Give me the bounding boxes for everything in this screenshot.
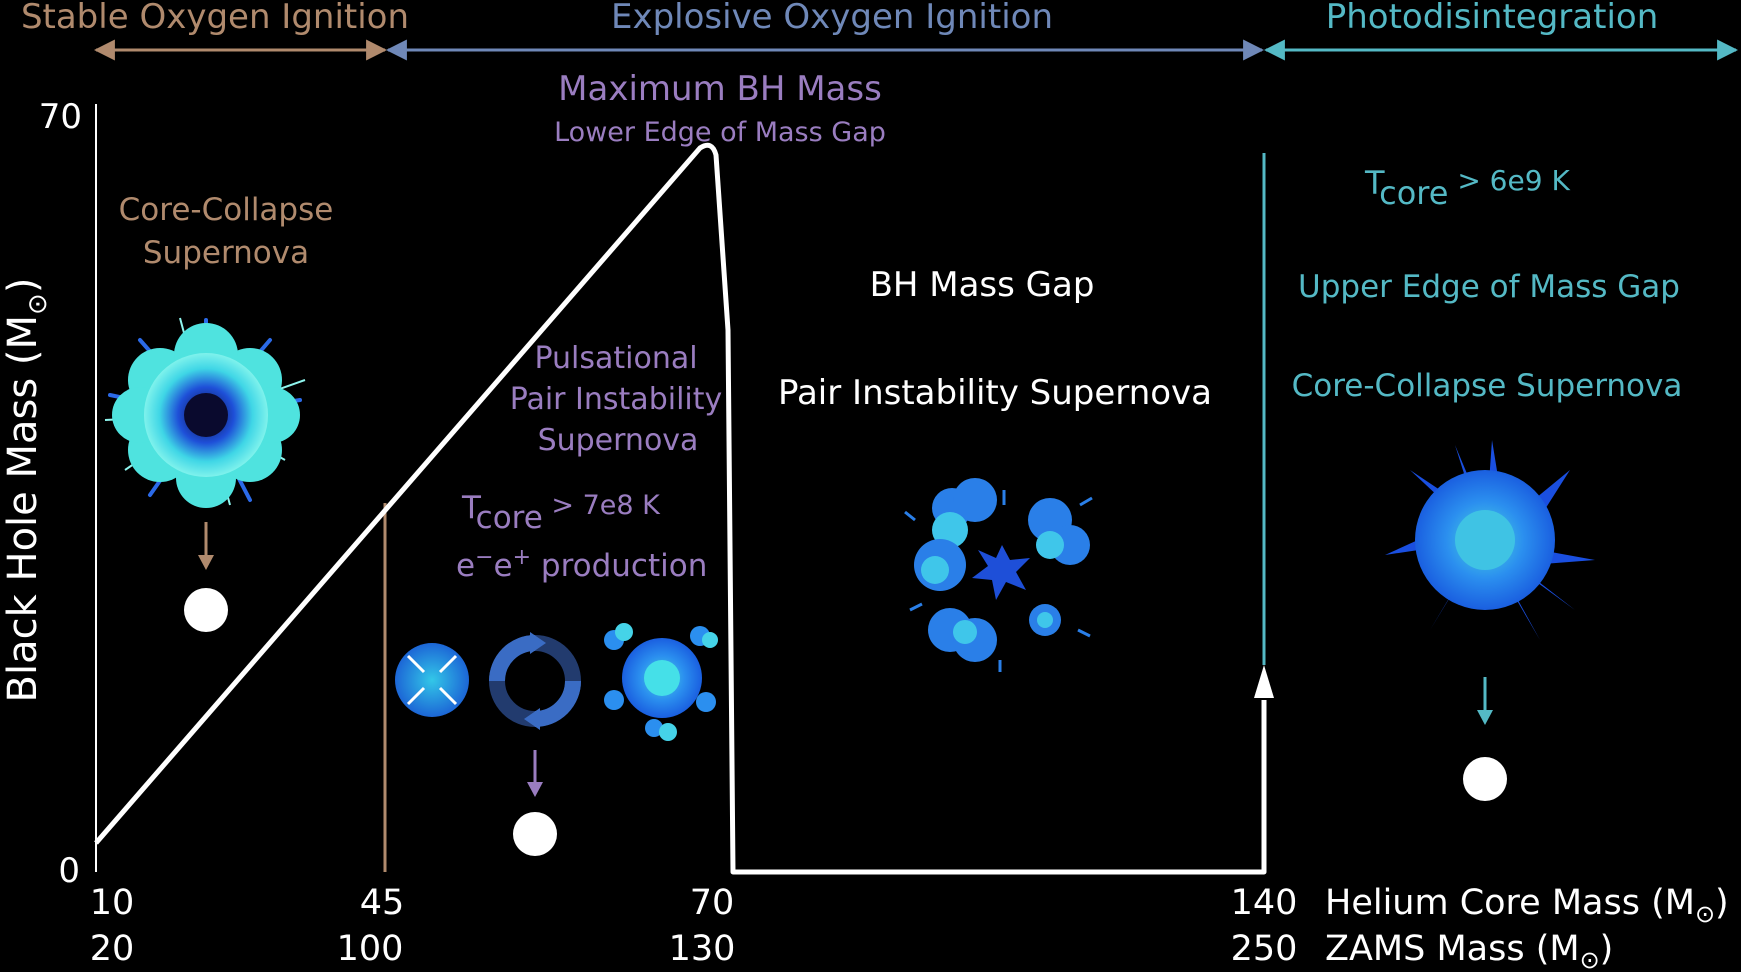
zams-tick-100: 100	[337, 929, 404, 969]
region-photo-label: Photodisintegration	[1326, 0, 1659, 37]
max-bh-mass-label: Maximum BH Mass	[558, 69, 882, 109]
bh-mass-curve	[94, 142, 1267, 875]
svg-text:Black Hole Mass (M⊙): Black Hole Mass (M⊙)	[0, 278, 53, 703]
he-tick-140: 140	[1231, 883, 1298, 923]
pisn-explosion-icon	[904, 478, 1093, 672]
he-tick-70: 70	[690, 883, 735, 923]
pulsation-ejecta-icon	[604, 623, 718, 741]
upper-gap-arrowhead	[1254, 665, 1274, 698]
contraction-icon	[395, 643, 469, 717]
bh-right-circle	[1463, 757, 1507, 801]
x-axis-title-helium: Helium Core Mass (M⊙)	[1325, 883, 1729, 928]
ccsn-left-explosion-icon	[104, 317, 306, 508]
ccsn-left-label-2: Supernova	[143, 235, 309, 271]
ppisn-label-3: Supernova	[538, 423, 699, 458]
he-tick-10: 10	[90, 883, 135, 923]
pulsation-cycle-icon	[489, 632, 581, 730]
ccsn-left-label-1: Core-Collapse	[119, 192, 334, 228]
tcore-high-label: Tcore > 6e9 K	[1364, 164, 1570, 212]
region-stable-label: Stable Oxygen Ignition	[21, 0, 409, 37]
y-tick-top: 70	[39, 97, 82, 137]
region-explosive-label: Explosive Oxygen Ignition	[611, 0, 1053, 37]
ppisn-label-2: Pair Instability	[510, 382, 723, 417]
ppisn-arrowhead	[527, 782, 543, 797]
zams-tick-250: 250	[1231, 929, 1298, 969]
zams-tick-20: 20	[90, 929, 135, 969]
he-tick-45: 45	[360, 883, 405, 923]
lower-edge-label: Lower Edge of Mass Gap	[554, 117, 886, 148]
y-axis-title: Black Hole Mass (M⊙)	[0, 278, 53, 703]
zams-tick-130: 130	[669, 929, 736, 969]
pair-production-label: e−e+ production	[456, 545, 707, 584]
pisn-label: Pair Instability Supernova	[778, 373, 1212, 413]
tcore-low-label: Tcore > 7e8 K	[461, 490, 661, 536]
ccsn-right-explosion-icon	[1385, 440, 1595, 640]
y-tick-bottom: 0	[58, 851, 80, 891]
bh-middle-circle	[513, 812, 557, 856]
ccsn-left-arrowhead	[198, 555, 214, 570]
ccsn-right-arrowhead	[1477, 710, 1493, 725]
x-axis-title-zams: ZAMS Mass (M⊙)	[1325, 929, 1613, 972]
bh-left-circle	[184, 588, 228, 632]
ppisn-label-1: Pulsational	[534, 341, 697, 376]
ccsn-right-label: Core-Collapse Supernova	[1292, 368, 1683, 404]
upper-edge-label: Upper Edge of Mass Gap	[1298, 269, 1680, 305]
mass-gap-label: BH Mass Gap	[870, 265, 1095, 305]
